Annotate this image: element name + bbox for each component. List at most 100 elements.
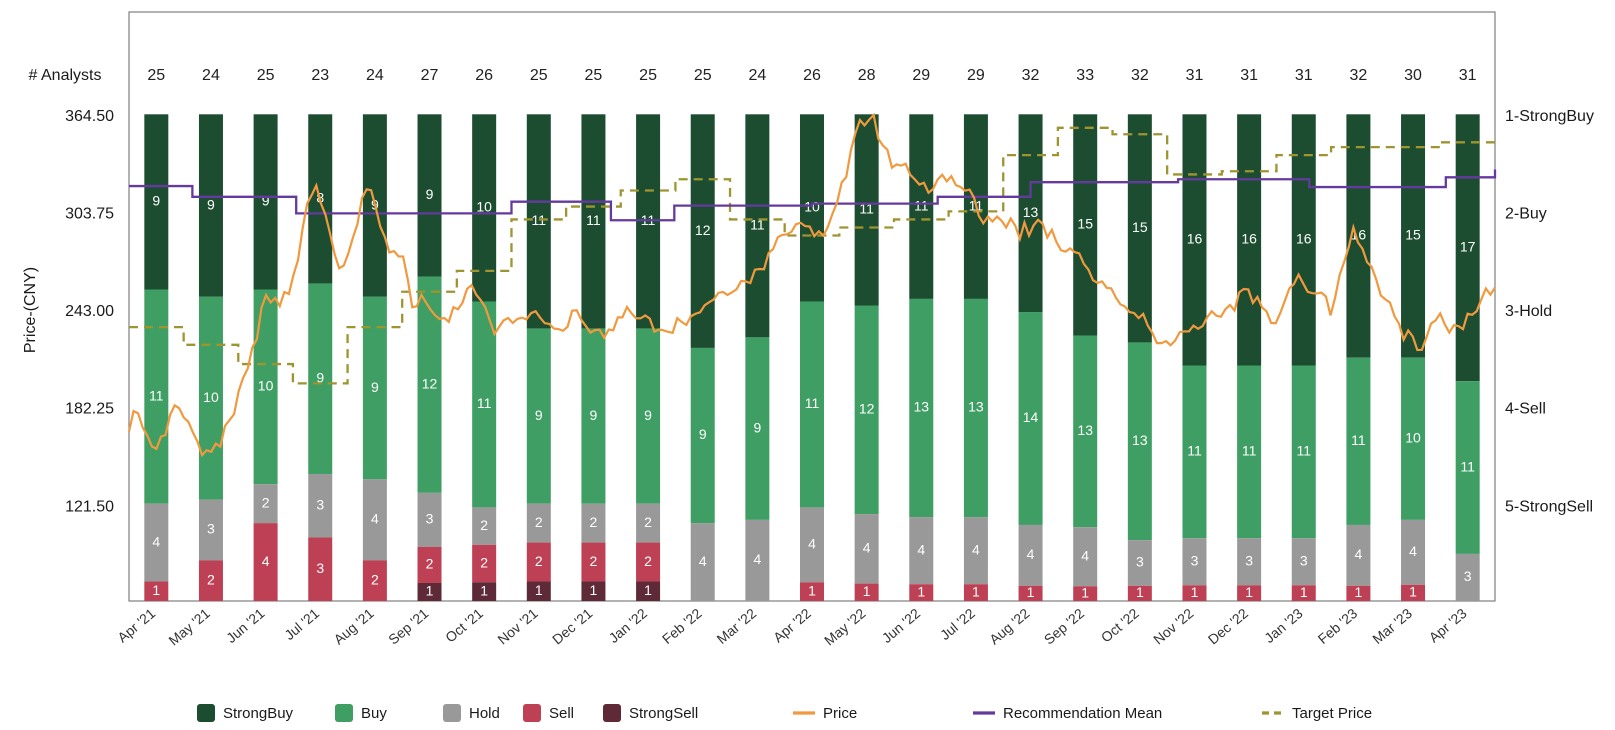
svg-text:24: 24: [366, 67, 384, 84]
svg-text:4: 4: [753, 551, 761, 567]
svg-text:1: 1: [590, 582, 598, 598]
svg-text:364.50: 364.50: [65, 108, 114, 125]
svg-text:32: 32: [1350, 67, 1368, 84]
svg-text:15: 15: [1405, 227, 1421, 243]
svg-text:10: 10: [476, 199, 492, 215]
svg-text:Hold: Hold: [469, 705, 500, 722]
svg-text:13: 13: [1132, 432, 1148, 448]
svg-text:11: 11: [914, 197, 929, 213]
svg-text:3-Hold: 3-Hold: [1505, 303, 1552, 320]
svg-text:11: 11: [1187, 443, 1202, 459]
svg-text:10: 10: [258, 378, 274, 394]
svg-text:Price: Price: [823, 705, 857, 722]
svg-text:13: 13: [913, 399, 929, 415]
svg-text:11: 11: [149, 387, 164, 403]
svg-text:1: 1: [1409, 584, 1417, 600]
svg-text:1: 1: [863, 583, 871, 599]
svg-text:9: 9: [426, 186, 434, 202]
svg-text:1: 1: [972, 583, 980, 599]
svg-text:15: 15: [1132, 219, 1148, 235]
svg-text:243.00: 243.00: [65, 303, 114, 320]
svg-text:3: 3: [207, 521, 215, 537]
svg-text:5-StrongSell: 5-StrongSell: [1505, 498, 1593, 515]
svg-text:10: 10: [203, 389, 219, 405]
svg-text:303.75: 303.75: [65, 205, 114, 222]
svg-text:12: 12: [422, 375, 438, 391]
svg-text:2: 2: [535, 514, 543, 530]
svg-text:24: 24: [748, 67, 766, 84]
svg-text:1: 1: [535, 582, 543, 598]
svg-text:3: 3: [1300, 552, 1308, 568]
svg-text:4: 4: [1027, 546, 1035, 562]
svg-text:4: 4: [152, 533, 160, 549]
svg-text:11: 11: [1460, 458, 1475, 474]
svg-text:2: 2: [207, 571, 215, 587]
svg-text:15: 15: [1077, 216, 1093, 232]
svg-text:1: 1: [917, 583, 925, 599]
svg-text:1: 1: [1081, 584, 1089, 600]
svg-text:16: 16: [1187, 231, 1203, 247]
svg-text:2: 2: [371, 571, 379, 587]
svg-text:1: 1: [808, 582, 816, 598]
svg-text:23: 23: [311, 67, 329, 84]
svg-text:32: 32: [1022, 67, 1040, 84]
svg-text:11: 11: [586, 212, 601, 228]
svg-text:10: 10: [1405, 429, 1421, 445]
svg-text:4: 4: [1409, 543, 1417, 559]
svg-text:12: 12: [859, 401, 875, 417]
svg-text:9: 9: [535, 407, 543, 423]
svg-text:Sell: Sell: [549, 705, 574, 722]
svg-text:1: 1: [152, 582, 160, 598]
svg-text:25: 25: [257, 67, 275, 84]
svg-text:25: 25: [530, 67, 548, 84]
svg-text:1: 1: [1136, 584, 1144, 600]
svg-text:Recommendation Mean: Recommendation Mean: [1003, 705, 1162, 722]
svg-text:1: 1: [1191, 584, 1199, 600]
svg-text:11: 11: [1242, 443, 1257, 459]
svg-text:9: 9: [152, 193, 160, 209]
svg-text:13: 13: [1077, 422, 1093, 438]
svg-text:Target Price: Target Price: [1292, 705, 1372, 722]
svg-text:4: 4: [972, 541, 980, 557]
svg-text:3: 3: [1245, 552, 1253, 568]
svg-text:3: 3: [316, 560, 324, 576]
svg-text:25: 25: [694, 67, 712, 84]
svg-text:4: 4: [1081, 547, 1089, 563]
svg-text:StrongBuy: StrongBuy: [223, 705, 294, 722]
svg-text:24: 24: [202, 67, 220, 84]
svg-text:2: 2: [590, 514, 598, 530]
svg-text:12: 12: [695, 222, 711, 238]
svg-text:2: 2: [480, 554, 488, 570]
svg-text:9: 9: [753, 419, 761, 435]
svg-text:# Analysts: # Analysts: [29, 67, 102, 84]
svg-text:4: 4: [1355, 546, 1363, 562]
svg-text:StrongSell: StrongSell: [629, 705, 698, 722]
svg-text:1: 1: [1355, 584, 1363, 600]
svg-text:3: 3: [1191, 552, 1199, 568]
svg-text:33: 33: [1076, 67, 1094, 84]
svg-text:16: 16: [1241, 231, 1257, 247]
svg-text:32: 32: [1131, 67, 1149, 84]
svg-text:31: 31: [1186, 67, 1204, 84]
svg-text:11: 11: [805, 395, 820, 411]
svg-text:25: 25: [585, 67, 603, 84]
svg-text:4: 4: [808, 536, 816, 552]
svg-text:9: 9: [644, 407, 652, 423]
svg-text:30: 30: [1404, 67, 1422, 84]
svg-text:2: 2: [644, 514, 652, 530]
svg-text:25: 25: [147, 67, 165, 84]
svg-text:4: 4: [917, 541, 925, 557]
svg-text:9: 9: [371, 379, 379, 395]
svg-text:3: 3: [316, 496, 324, 512]
svg-text:2: 2: [535, 553, 543, 569]
svg-text:31: 31: [1295, 67, 1313, 84]
svg-text:4: 4: [371, 511, 379, 527]
svg-text:4-Sell: 4-Sell: [1505, 401, 1546, 418]
svg-text:26: 26: [803, 67, 821, 84]
svg-text:9: 9: [590, 407, 598, 423]
svg-text:Buy: Buy: [361, 705, 387, 722]
svg-text:3: 3: [1464, 568, 1472, 584]
svg-text:29: 29: [967, 67, 985, 84]
svg-text:9: 9: [699, 426, 707, 442]
svg-text:14: 14: [1023, 409, 1039, 425]
